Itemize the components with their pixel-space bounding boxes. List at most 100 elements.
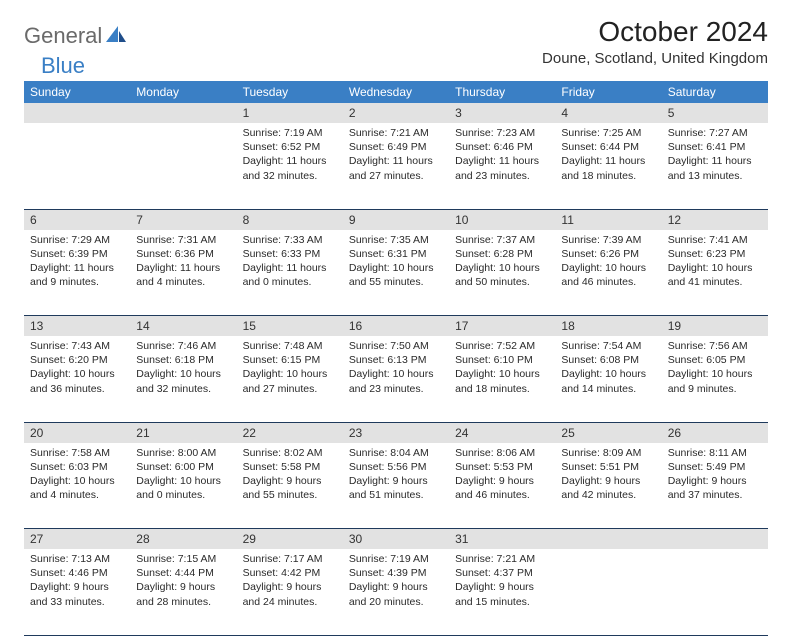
logo-blue: Blue xyxy=(41,53,85,78)
day-number: 20 xyxy=(24,423,130,443)
content-row: Sunrise: 7:19 AMSunset: 6:52 PMDaylight:… xyxy=(24,123,768,209)
day-cell: Sunrise: 8:06 AMSunset: 5:53 PMDaylight:… xyxy=(449,443,555,529)
weekday-header-row: SundayMondayTuesdayWednesdayThursdayFrid… xyxy=(24,81,768,103)
daynum-row: 2728293031 xyxy=(24,529,768,550)
day-cell: Sunrise: 7:58 AMSunset: 6:03 PMDaylight:… xyxy=(24,443,130,529)
day-cell xyxy=(24,123,130,209)
day-cell: Sunrise: 7:23 AMSunset: 6:46 PMDaylight:… xyxy=(449,123,555,209)
weekday-header: Thursday xyxy=(449,81,555,103)
weekday-header: Wednesday xyxy=(343,81,449,103)
day-content: Sunrise: 8:11 AMSunset: 5:49 PMDaylight:… xyxy=(662,443,768,509)
day-cell: Sunrise: 7:25 AMSunset: 6:44 PMDaylight:… xyxy=(555,123,661,209)
day-number: 8 xyxy=(237,210,343,230)
daynum-cell: 8 xyxy=(237,209,343,230)
day-content: Sunrise: 7:23 AMSunset: 6:46 PMDaylight:… xyxy=(449,123,555,189)
day-number: 10 xyxy=(449,210,555,230)
day-cell: Sunrise: 7:13 AMSunset: 4:46 PMDaylight:… xyxy=(24,549,130,635)
daynum-cell: 26 xyxy=(662,422,768,443)
day-content: Sunrise: 7:46 AMSunset: 6:18 PMDaylight:… xyxy=(130,336,236,402)
weekday-header: Tuesday xyxy=(237,81,343,103)
daynum-cell: 27 xyxy=(24,529,130,550)
day-content: Sunrise: 8:02 AMSunset: 5:58 PMDaylight:… xyxy=(237,443,343,509)
logo-general: General xyxy=(24,25,102,47)
daynum-cell: 28 xyxy=(130,529,236,550)
day-cell: Sunrise: 7:52 AMSunset: 6:10 PMDaylight:… xyxy=(449,336,555,422)
day-content: Sunrise: 7:48 AMSunset: 6:15 PMDaylight:… xyxy=(237,336,343,402)
day-content: Sunrise: 7:43 AMSunset: 6:20 PMDaylight:… xyxy=(24,336,130,402)
daynum-cell: 24 xyxy=(449,422,555,443)
daynum-cell: 17 xyxy=(449,316,555,337)
daynum-cell: 14 xyxy=(130,316,236,337)
daynum-cell: 1 xyxy=(237,103,343,123)
day-cell: Sunrise: 8:02 AMSunset: 5:58 PMDaylight:… xyxy=(237,443,343,529)
day-number: 26 xyxy=(662,423,768,443)
day-content: Sunrise: 7:35 AMSunset: 6:31 PMDaylight:… xyxy=(343,230,449,296)
day-number: 13 xyxy=(24,316,130,336)
day-number xyxy=(662,529,768,549)
day-cell: Sunrise: 7:50 AMSunset: 6:13 PMDaylight:… xyxy=(343,336,449,422)
day-number: 4 xyxy=(555,103,661,123)
day-number: 23 xyxy=(343,423,449,443)
day-cell: Sunrise: 8:00 AMSunset: 6:00 PMDaylight:… xyxy=(130,443,236,529)
day-number: 15 xyxy=(237,316,343,336)
day-content: Sunrise: 8:00 AMSunset: 6:00 PMDaylight:… xyxy=(130,443,236,509)
day-content: Sunrise: 7:29 AMSunset: 6:39 PMDaylight:… xyxy=(24,230,130,296)
daynum-row: 6789101112 xyxy=(24,209,768,230)
day-cell: Sunrise: 7:33 AMSunset: 6:33 PMDaylight:… xyxy=(237,230,343,316)
day-content: Sunrise: 7:13 AMSunset: 4:46 PMDaylight:… xyxy=(24,549,130,615)
day-content: Sunrise: 7:50 AMSunset: 6:13 PMDaylight:… xyxy=(343,336,449,402)
day-content: Sunrise: 8:09 AMSunset: 5:51 PMDaylight:… xyxy=(555,443,661,509)
day-cell: Sunrise: 7:17 AMSunset: 4:42 PMDaylight:… xyxy=(237,549,343,635)
day-content: Sunrise: 7:33 AMSunset: 6:33 PMDaylight:… xyxy=(237,230,343,296)
day-content: Sunrise: 7:56 AMSunset: 6:05 PMDaylight:… xyxy=(662,336,768,402)
weekday-header: Friday xyxy=(555,81,661,103)
daynum-cell xyxy=(24,103,130,123)
day-number: 17 xyxy=(449,316,555,336)
day-content: Sunrise: 7:52 AMSunset: 6:10 PMDaylight:… xyxy=(449,336,555,402)
month-title: October 2024 xyxy=(542,16,768,48)
day-cell: Sunrise: 8:11 AMSunset: 5:49 PMDaylight:… xyxy=(662,443,768,529)
day-number: 21 xyxy=(130,423,236,443)
content-row: Sunrise: 7:43 AMSunset: 6:20 PMDaylight:… xyxy=(24,336,768,422)
day-content: Sunrise: 7:37 AMSunset: 6:28 PMDaylight:… xyxy=(449,230,555,296)
day-number: 14 xyxy=(130,316,236,336)
daynum-cell: 9 xyxy=(343,209,449,230)
day-content: Sunrise: 7:41 AMSunset: 6:23 PMDaylight:… xyxy=(662,230,768,296)
calendar-table: SundayMondayTuesdayWednesdayThursdayFrid… xyxy=(24,81,768,636)
day-number: 1 xyxy=(237,103,343,123)
day-number xyxy=(555,529,661,549)
day-content: Sunrise: 7:27 AMSunset: 6:41 PMDaylight:… xyxy=(662,123,768,189)
daynum-cell: 30 xyxy=(343,529,449,550)
daynum-cell: 2 xyxy=(343,103,449,123)
weekday-header: Saturday xyxy=(662,81,768,103)
day-content: Sunrise: 7:54 AMSunset: 6:08 PMDaylight:… xyxy=(555,336,661,402)
day-content: Sunrise: 7:17 AMSunset: 4:42 PMDaylight:… xyxy=(237,549,343,615)
day-cell: Sunrise: 7:37 AMSunset: 6:28 PMDaylight:… xyxy=(449,230,555,316)
day-cell: Sunrise: 7:15 AMSunset: 4:44 PMDaylight:… xyxy=(130,549,236,635)
day-cell: Sunrise: 7:19 AMSunset: 4:39 PMDaylight:… xyxy=(343,549,449,635)
daynum-cell xyxy=(130,103,236,123)
daynum-cell xyxy=(555,529,661,550)
day-cell: Sunrise: 7:46 AMSunset: 6:18 PMDaylight:… xyxy=(130,336,236,422)
day-content: Sunrise: 7:25 AMSunset: 6:44 PMDaylight:… xyxy=(555,123,661,189)
day-cell xyxy=(555,549,661,635)
day-number: 11 xyxy=(555,210,661,230)
day-cell: Sunrise: 8:09 AMSunset: 5:51 PMDaylight:… xyxy=(555,443,661,529)
content-row: Sunrise: 7:13 AMSunset: 4:46 PMDaylight:… xyxy=(24,549,768,635)
day-number: 28 xyxy=(130,529,236,549)
daynum-cell: 5 xyxy=(662,103,768,123)
daynum-cell: 29 xyxy=(237,529,343,550)
daynum-cell: 11 xyxy=(555,209,661,230)
day-cell: Sunrise: 7:56 AMSunset: 6:05 PMDaylight:… xyxy=(662,336,768,422)
day-content: Sunrise: 7:15 AMSunset: 4:44 PMDaylight:… xyxy=(130,549,236,615)
weekday-header: Monday xyxy=(130,81,236,103)
daynum-cell: 21 xyxy=(130,422,236,443)
day-number: 3 xyxy=(449,103,555,123)
day-cell: Sunrise: 7:29 AMSunset: 6:39 PMDaylight:… xyxy=(24,230,130,316)
day-number: 27 xyxy=(24,529,130,549)
day-content: Sunrise: 7:21 AMSunset: 6:49 PMDaylight:… xyxy=(343,123,449,189)
daynum-row: 13141516171819 xyxy=(24,316,768,337)
day-number: 22 xyxy=(237,423,343,443)
day-cell: Sunrise: 7:21 AMSunset: 6:49 PMDaylight:… xyxy=(343,123,449,209)
day-number: 7 xyxy=(130,210,236,230)
